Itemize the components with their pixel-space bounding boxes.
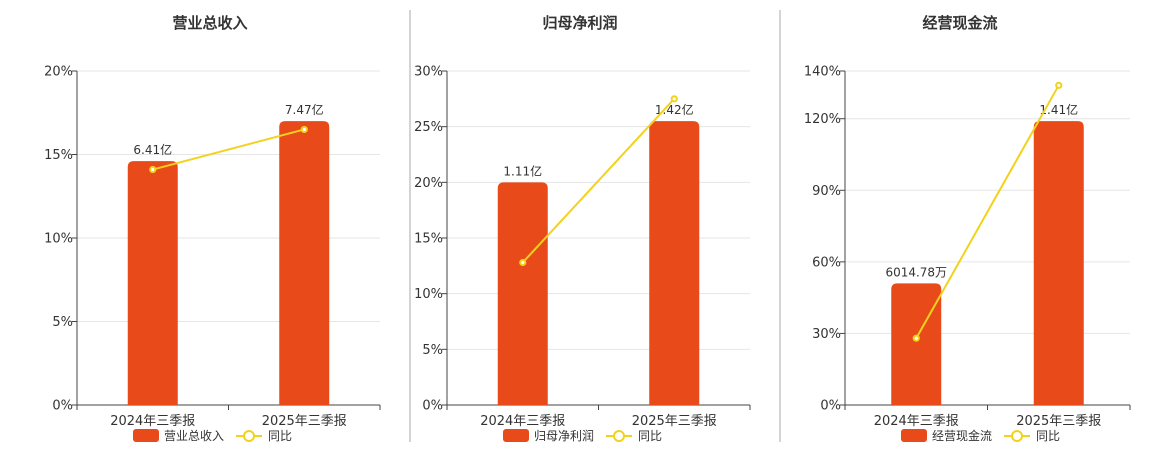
chart-panel-3: 经营现金流 0% 30% 60% 90% 120% 140% 6014.78万 2024年三季报…: [804, 14, 1131, 443]
y-tick-label: 30%: [414, 65, 443, 80]
bar[interactable]: [279, 121, 330, 405]
x-tick-label: 2024年三季报: [110, 414, 195, 429]
y-tick-label: 10%: [44, 232, 73, 247]
y-tick-label: 30%: [812, 327, 841, 342]
y-tick-label: 60%: [812, 255, 841, 270]
chart-panel-2: 归母净利润 0% 5% 10% 15% 20% 25% 30% 1.11亿 2024年三季报 1.4…: [414, 14, 751, 443]
legend-line-label: 同比: [638, 429, 662, 443]
x-tick-label: 2025年三季报: [632, 414, 717, 429]
bar-data-label: 7.47亿: [285, 102, 324, 117]
bar-data-label: 1.11亿: [503, 163, 542, 178]
bar-data-label: 6014.78万: [885, 265, 947, 279]
y-tick-label: 5%: [422, 343, 443, 358]
y-tick-label: 120%: [804, 112, 841, 127]
legend-bar-swatch: [503, 429, 529, 442]
yoy-line: [915, 84, 1060, 339]
bar[interactable]: [497, 182, 548, 405]
x-tick-label: 2025年三季报: [1016, 414, 1101, 429]
bar[interactable]: [127, 161, 178, 405]
yoy-line: [152, 128, 305, 171]
yoy-point[interactable]: [519, 258, 527, 267]
yoy-point[interactable]: [1055, 81, 1063, 89]
legend-line-marker: [613, 430, 625, 442]
bar-data-label: 1.42亿: [655, 102, 694, 117]
yoy-point[interactable]: [149, 165, 157, 174]
legend-line-marker: [243, 430, 255, 442]
chart-panel-1: 营业总收入 0% 5% 10% 15% 20% 6.41亿 2024年三季报 7.47亿 2025…: [44, 14, 381, 443]
yoy-point[interactable]: [912, 334, 920, 342]
legend-line-marker: [1011, 430, 1023, 442]
chart-title: 经营现金流: [922, 14, 997, 32]
legend-line-label: 同比: [268, 429, 292, 443]
bar[interactable]: [1033, 121, 1084, 405]
y-tick-label: 20%: [44, 65, 73, 80]
bar[interactable]: [891, 283, 942, 405]
y-tick-label: 0%: [820, 399, 841, 414]
y-tick-label: 140%: [804, 65, 841, 80]
y-tick-label: 0%: [52, 399, 73, 414]
legend-bar-swatch: [901, 429, 927, 442]
y-tick-label: 20%: [414, 176, 443, 191]
y-tick-label: 15%: [414, 232, 443, 247]
yoy-point[interactable]: [670, 95, 678, 103]
x-tick-label: 2024年三季报: [874, 414, 959, 429]
chart-title: 归母净利润: [542, 14, 617, 32]
x-tick-label: 2025年三季报: [262, 414, 347, 429]
y-tick-label: 5%: [52, 315, 73, 330]
bar-data-label: 1.41亿: [1039, 102, 1078, 117]
legend-bar-swatch: [133, 429, 159, 442]
y-tick-label: 10%: [414, 287, 443, 302]
y-tick-label: 25%: [414, 120, 443, 135]
x-tick-label: 2024年三季报: [480, 414, 565, 429]
yoy-line: [522, 98, 675, 264]
bar-data-label: 6.41亿: [133, 142, 172, 157]
legend-bar-label: 营业总收入: [164, 429, 224, 443]
yoy-point[interactable]: [300, 125, 308, 134]
bar[interactable]: [649, 121, 700, 405]
y-tick-label: 0%: [422, 399, 443, 414]
legend-line-label: 同比: [1036, 429, 1060, 443]
chart-title: 营业总收入: [172, 14, 247, 32]
legend-bar-label: 归母净利润: [534, 429, 594, 443]
y-tick-label: 15%: [44, 148, 73, 163]
legend-bar-label: 经营现金流: [932, 428, 992, 443]
y-tick-label: 90%: [812, 184, 841, 199]
